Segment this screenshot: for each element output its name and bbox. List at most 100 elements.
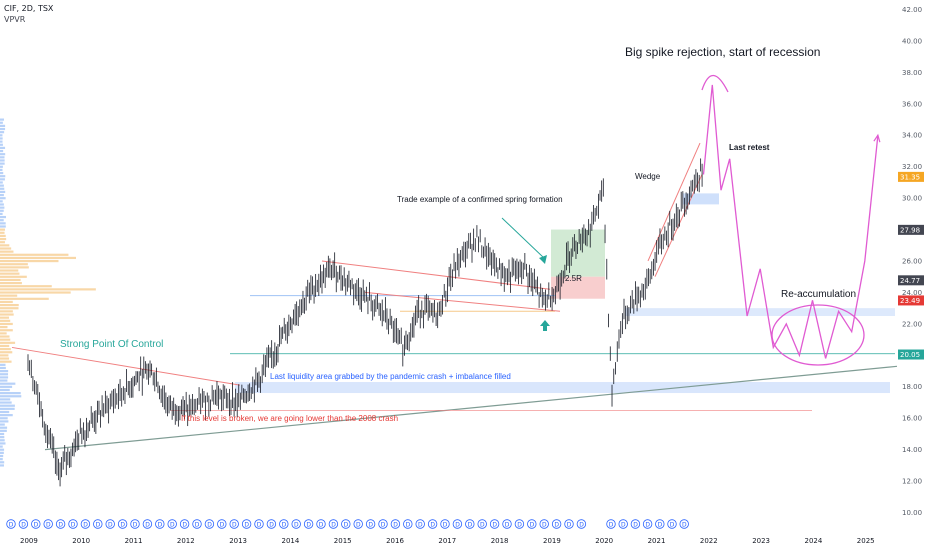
y-axis[interactable]: 10.0012.0014.0016.0018.0020.0022.0024.00…: [902, 6, 922, 517]
x-tick-label: 2012: [177, 537, 195, 545]
y-tick-label: 22.00: [902, 320, 922, 328]
volume-profile-bar: [0, 407, 15, 410]
volume-profile-bar: [0, 300, 13, 304]
dividend-marker-label: D: [406, 522, 411, 529]
dividend-marker: [341, 519, 351, 529]
dividend-marker: [427, 519, 438, 529]
dividend-marker: [167, 519, 177, 529]
volume-profile-bar: [0, 436, 5, 439]
dividend-marker-label: D: [294, 522, 299, 529]
dividend-marker-label: D: [306, 522, 311, 529]
dividend-marker-label: D: [517, 522, 522, 529]
dividend-marker: [142, 519, 153, 529]
dividend-marker-label: D: [331, 522, 336, 529]
wedge-upper-line: [321, 260, 551, 290]
x-tick-label: 2020: [595, 537, 613, 545]
volume-profile-bar: [0, 291, 71, 294]
price-candles: [27, 158, 703, 487]
dividend-marker-label: D: [21, 522, 26, 529]
dividend-marker-label: D: [658, 522, 663, 529]
x-tick-label: 2016: [386, 537, 404, 545]
price-badge: [898, 224, 924, 235]
volume-profile-bar: [0, 171, 4, 175]
liquidity-zone: [235, 382, 890, 394]
volume-profile-bar: [0, 187, 5, 190]
volume-profile-bar: [0, 231, 5, 234]
y-tick-label: 32.00: [902, 163, 922, 171]
y-tick-label: 42.00: [902, 6, 922, 14]
volume-profile-bar: [0, 272, 20, 275]
dividend-marker-label: D: [120, 522, 125, 529]
x-tick-label: 2019: [543, 537, 561, 545]
volume-profile-bar: [0, 219, 4, 222]
x-tick-label: 2015: [334, 537, 352, 545]
dividend-marker-label: D: [145, 522, 150, 529]
volume-profile-bar: [0, 203, 4, 206]
dividend-marker: [303, 519, 314, 529]
volume-profile-bar: [0, 461, 5, 464]
volume-profile-bar: [0, 134, 3, 137]
price-badge: [898, 171, 924, 182]
volume-profile-bar: [0, 153, 6, 156]
dividend-marker: [667, 519, 677, 529]
dividend-marker: [179, 519, 190, 529]
dividend-marker-label: D: [468, 522, 473, 529]
volume-profile-bar: [0, 124, 6, 127]
volume-profile-bar: [0, 244, 10, 247]
volume-profile-bar: [0, 401, 12, 404]
volume-profile-bar: [0, 162, 5, 165]
x-tick-label: 2014: [282, 537, 300, 545]
dividend-marker-label: D: [418, 522, 423, 529]
dividend-marker: [93, 519, 103, 529]
y-tick-label: 16.00: [902, 415, 922, 423]
dividend-marker: [328, 519, 339, 529]
dividend-marker-label: D: [609, 522, 614, 529]
y-tick-label: 24.00: [902, 289, 922, 297]
volume-profile-bar: [0, 146, 6, 149]
x-axis[interactable]: 2009 2010 2011 2012 2013 2014 2015 2016 2017 2018…: [20, 537, 875, 545]
dividend-marker: [655, 519, 665, 529]
chart-symbol-title: CIF, 2D, TSX: [4, 4, 54, 13]
volume-profile-bar: [0, 454, 4, 458]
dividend-marker-label: D: [621, 522, 626, 529]
dividend-marker-label: D: [282, 522, 287, 529]
annotations: Big spike rejection, start of recession L…: [60, 45, 865, 423]
spring-trendline: [364, 291, 561, 312]
volume-profile-bar: [0, 451, 4, 454]
volume-profile-bar: [0, 379, 8, 382]
reaccumulation-annotation: Re-accumulation: [781, 289, 856, 300]
dividend-marker: [527, 519, 537, 529]
x-tick-label: 2018: [491, 537, 509, 545]
volume-profile-bar: [0, 269, 19, 272]
spring-pointer-line: [501, 217, 545, 259]
y-tick-label: 34.00: [902, 132, 922, 140]
dividend-marker: [316, 519, 326, 529]
volume-profile-bar: [0, 432, 5, 436]
dividend-marker-label: D: [58, 522, 63, 529]
dividend-marker-label: D: [182, 522, 187, 529]
volume-profile-bar: [0, 373, 9, 376]
volume-profile-bar: [0, 212, 3, 216]
dividend-marker-label: D: [319, 522, 324, 529]
dividend-marker-label: D: [393, 522, 398, 529]
dividend-marker: [80, 519, 91, 529]
dividend-marker-label: D: [71, 522, 76, 529]
dividend-marker: [403, 519, 413, 529]
x-tick-label: 2017: [438, 537, 456, 545]
dividend-marker: [55, 519, 66, 529]
volume-profile-bar: [0, 423, 5, 426]
y-tick-label: 30.00: [902, 195, 922, 203]
dividend-marker-label: D: [505, 522, 510, 529]
x-tick-label: 2021: [648, 537, 666, 545]
dividend-marker-label: D: [344, 522, 349, 529]
dividend-marker-label: D: [443, 522, 448, 529]
volume-profile-bar: [0, 241, 5, 244]
indicator-label[interactable]: VPVR: [4, 15, 26, 24]
volume-profile-bar: [0, 197, 6, 200]
dividend-marker: [105, 519, 115, 529]
stop-zone: [551, 276, 605, 299]
volume-profile-bar: [0, 156, 5, 159]
volume-profile-bar: [0, 335, 10, 338]
volume-profile-bar: [0, 341, 16, 344]
